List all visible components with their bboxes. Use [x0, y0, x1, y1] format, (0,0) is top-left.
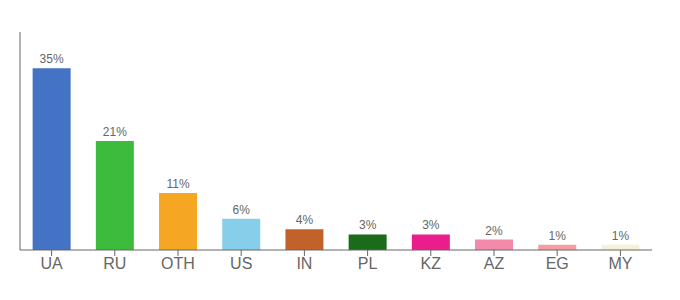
svg-text:IN: IN: [296, 255, 312, 272]
svg-text:35%: 35%: [40, 52, 64, 66]
svg-text:KZ: KZ: [421, 255, 442, 272]
svg-text:AZ: AZ: [484, 255, 505, 272]
svg-text:MY: MY: [608, 255, 632, 272]
svg-text:EG: EG: [546, 255, 569, 272]
svg-text:US: US: [230, 255, 252, 272]
svg-text:UA: UA: [40, 255, 63, 272]
svg-text:1%: 1%: [549, 229, 567, 243]
svg-text:OTH: OTH: [161, 255, 195, 272]
svg-text:3%: 3%: [422, 218, 440, 232]
svg-text:RU: RU: [103, 255, 126, 272]
svg-text:2%: 2%: [485, 224, 503, 238]
svg-text:11%: 11%: [166, 177, 189, 191]
svg-text:21%: 21%: [103, 125, 127, 139]
svg-text:6%: 6%: [233, 203, 251, 217]
svg-text:4%: 4%: [296, 213, 314, 227]
svg-text:PL: PL: [358, 255, 378, 272]
svg-text:1%: 1%: [612, 229, 630, 243]
svg-text:3%: 3%: [359, 218, 377, 232]
